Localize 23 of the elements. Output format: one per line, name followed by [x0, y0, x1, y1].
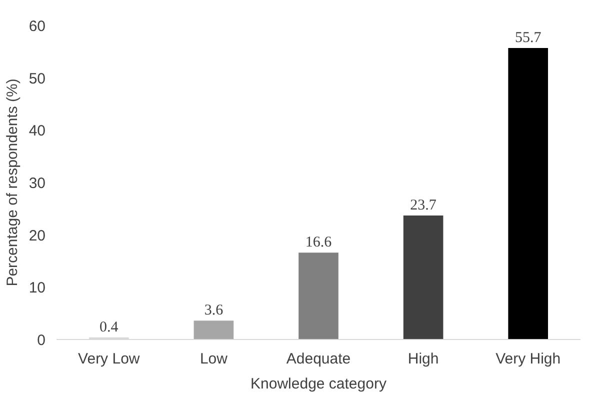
y-tick-label: 10: [28, 280, 46, 297]
data-label: 55.7: [514, 30, 542, 46]
data-label: 0.4: [100, 319, 119, 336]
data-label: 3.6: [204, 302, 224, 319]
y-axis-title: Percentage of respondents (%): [4, 78, 21, 286]
y-tick-label: 40: [28, 122, 46, 140]
x-tick-label: Very High: [496, 350, 561, 368]
data-label: 23.7: [410, 197, 437, 214]
bar: [403, 215, 444, 340]
bar: [508, 48, 548, 340]
x-tick-label: Very Low: [78, 350, 140, 368]
y-tick-label: 50: [28, 70, 46, 88]
bar: [194, 320, 234, 340]
bar: [298, 252, 338, 340]
y-tick-label: 30: [28, 175, 46, 192]
x-axis-title: Knowledge category: [250, 376, 387, 392]
y-tick-label: 60: [28, 18, 46, 35]
data-label: 16.6: [305, 234, 332, 251]
x-tick-label: Low: [200, 350, 228, 368]
x-tick-label: High: [408, 350, 439, 368]
y-tick-label: 0: [37, 332, 46, 349]
y-tick-label: 20: [28, 227, 46, 244]
x-tick-label: Adequate: [286, 350, 351, 368]
